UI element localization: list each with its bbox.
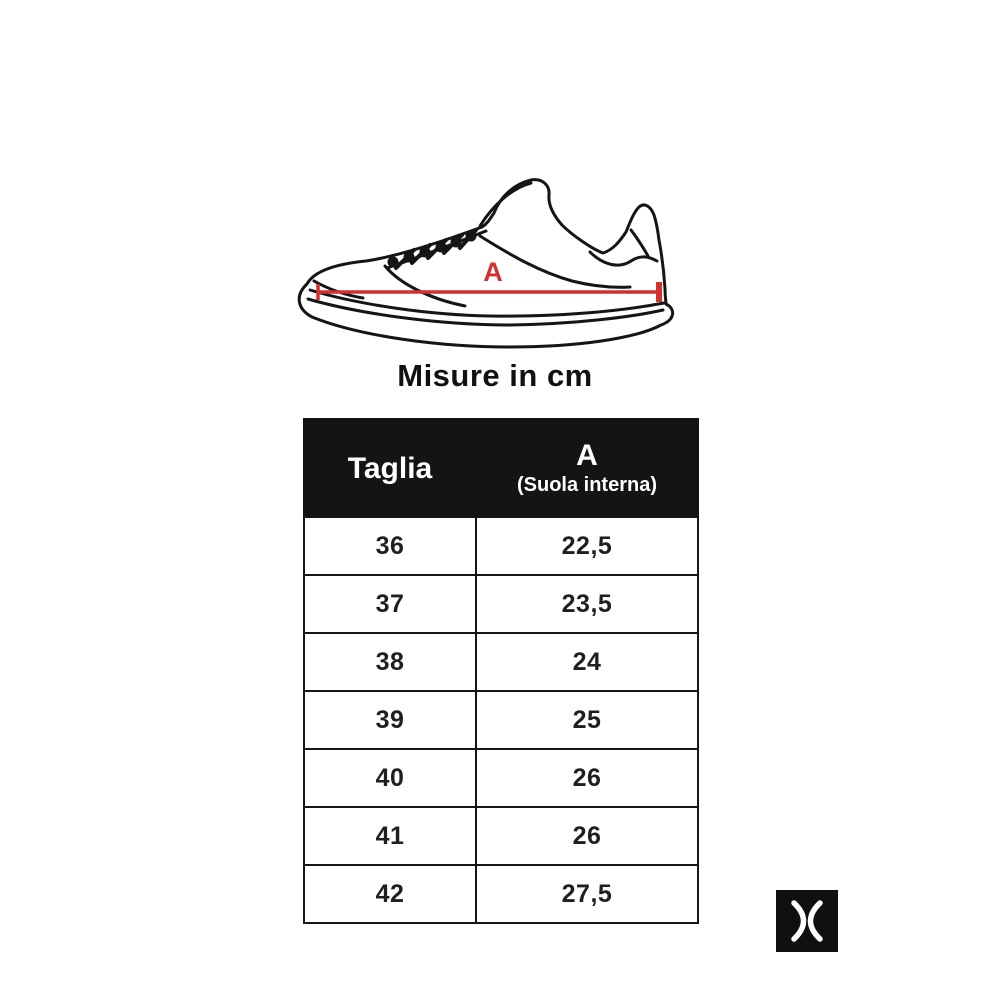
measure-cell: 26	[475, 806, 699, 866]
table-row: 41 26	[303, 806, 699, 866]
taglia-label: Taglia	[347, 451, 433, 485]
measure-cell: 26	[475, 748, 699, 808]
size-cell: 39	[303, 690, 477, 750]
column-header-a: A (Suola interna)	[475, 418, 699, 518]
measure-cell: 25	[475, 690, 699, 750]
table-row: 37 23,5	[303, 574, 699, 634]
size-cell: 42	[303, 864, 477, 924]
page-title: Misure in cm	[397, 358, 593, 393]
column-header-taglia: Taglia	[303, 418, 477, 518]
shoe-illustration: A	[297, 178, 675, 349]
measure-cell: 27,5	[475, 864, 699, 924]
brand-logo	[776, 890, 838, 952]
measurement-arrow	[316, 282, 662, 302]
size-cell: 36	[303, 516, 477, 576]
shoe-lace-strands	[394, 228, 478, 270]
table-row: 40 26	[303, 748, 699, 808]
size-cell: 41	[303, 806, 477, 866]
size-table: Taglia A (Suola interna) 36 22,5 37 23,5…	[303, 418, 699, 924]
measure-label: A	[483, 257, 503, 287]
measure-cell: 22,5	[475, 516, 699, 576]
x-monogram-icon	[791, 900, 823, 942]
table-row: 39 25	[303, 690, 699, 750]
size-table-header: Taglia A (Suola interna)	[303, 418, 699, 518]
size-table-body: 36 22,5 37 23,5 38 24 39 25 40 26 41 26	[303, 516, 699, 924]
header-row: Taglia A (Suola interna)	[303, 418, 699, 518]
a-label: A	[576, 438, 598, 472]
table-row: 38 24	[303, 632, 699, 692]
table-row: 42 27,5	[303, 864, 699, 924]
suola-interna-label: (Suola interna)	[516, 473, 657, 496]
size-cell: 38	[303, 632, 477, 692]
size-cell: 37	[303, 574, 477, 634]
measure-cell: 23,5	[475, 574, 699, 634]
size-cell: 40	[303, 748, 477, 808]
table-row: 36 22,5	[303, 516, 699, 576]
measure-cell: 24	[475, 632, 699, 692]
